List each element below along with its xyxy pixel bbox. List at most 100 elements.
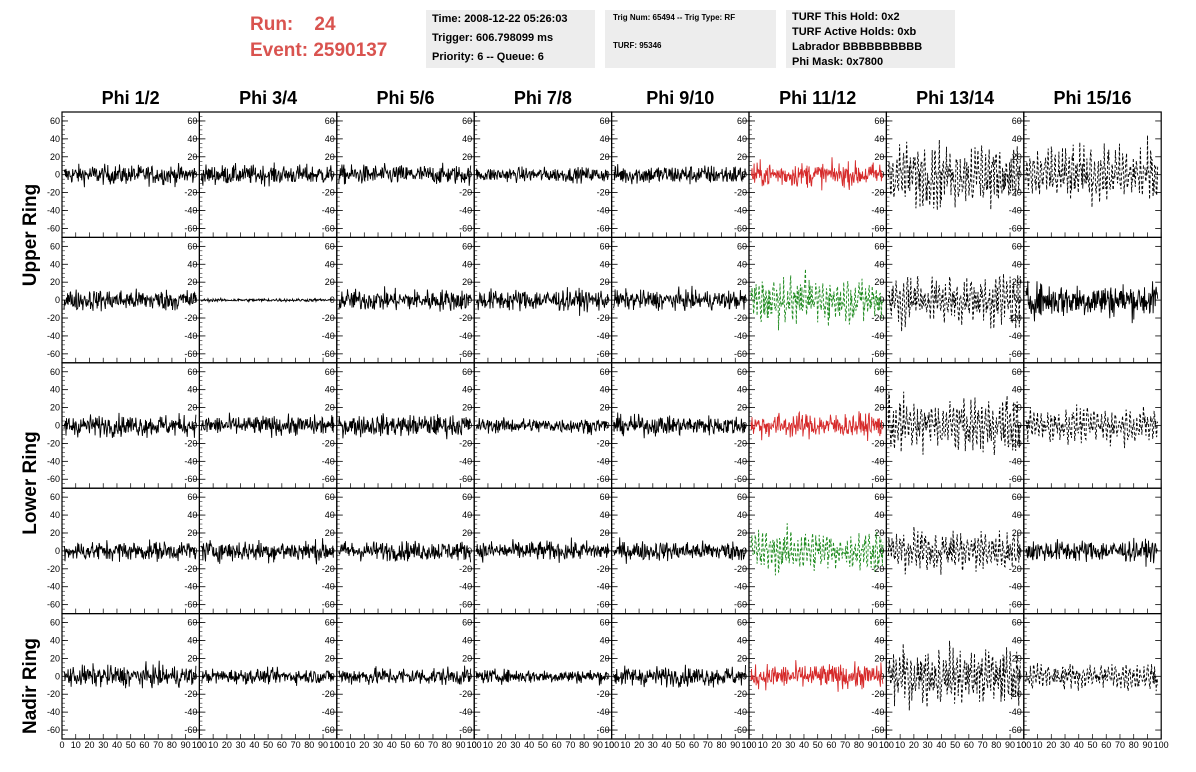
x-tick-label: 0 xyxy=(59,740,64,750)
x-tick-label: 30 xyxy=(1060,740,1070,750)
x-tick-label: 50 xyxy=(538,740,548,750)
waveform-trace xyxy=(201,666,334,686)
y-tick-label: 40 xyxy=(325,134,335,144)
y-tick-label: -40 xyxy=(871,456,884,466)
x-tick-label: 10 xyxy=(620,740,630,750)
waveform-trace xyxy=(750,660,884,692)
y-tick-label: -20 xyxy=(459,689,472,699)
y-tick-label: 0 xyxy=(742,546,747,556)
waveform-trace xyxy=(750,523,884,576)
y-tick-label: 40 xyxy=(874,259,884,269)
waveform-trace xyxy=(1025,280,1159,324)
trigger-text: Trigger: 606.798099 ms xyxy=(432,32,554,44)
column-header: Phi 7/8 xyxy=(514,88,572,108)
y-tick-label: 60 xyxy=(600,367,610,377)
y-tick-label: 60 xyxy=(874,116,884,126)
y-tick-label: -20 xyxy=(322,564,335,574)
x-tick-label: 100 xyxy=(467,740,482,750)
y-tick-label: 20 xyxy=(462,403,472,413)
x-tick-label: 70 xyxy=(153,740,163,750)
y-tick-label: -60 xyxy=(459,223,472,233)
waveform-trace xyxy=(200,538,334,565)
y-tick-label: 20 xyxy=(600,653,610,663)
waveform-trace xyxy=(1025,135,1159,208)
x-tick-label: 40 xyxy=(112,740,122,750)
y-tick-label: 0 xyxy=(55,295,60,305)
y-tick-label: 20 xyxy=(874,528,884,538)
y-tick-label: 0 xyxy=(330,170,335,180)
y-tick-label: -20 xyxy=(459,564,472,574)
y-tick-label: 20 xyxy=(874,152,884,162)
y-tick-label: 40 xyxy=(600,259,610,269)
y-tick-label: -40 xyxy=(322,707,335,717)
y-tick-label: 0 xyxy=(467,671,472,681)
y-tick-label: -20 xyxy=(459,438,472,448)
y-tick-label: 20 xyxy=(50,403,60,413)
y-tick-label: 20 xyxy=(325,403,335,413)
y-tick-label: 0 xyxy=(1017,295,1022,305)
y-tick-label: 20 xyxy=(462,653,472,663)
y-tick-label: -20 xyxy=(1009,564,1022,574)
y-tick-label: -20 xyxy=(734,689,747,699)
x-tick-label: 70 xyxy=(1115,740,1125,750)
y-tick-label: 60 xyxy=(462,241,472,251)
x-tick-label: 40 xyxy=(524,740,534,750)
labrador-text: Labrador BBBBBBBBBB xyxy=(792,41,923,53)
y-tick-label: -60 xyxy=(184,725,197,735)
waveform-trace xyxy=(338,286,472,312)
y-tick-label: 20 xyxy=(874,653,884,663)
waveform-trace xyxy=(887,273,1021,332)
y-tick-label: -60 xyxy=(322,725,335,735)
x-tick-label: 100 xyxy=(329,740,344,750)
waveform-trace xyxy=(475,417,609,436)
y-tick-label: -40 xyxy=(459,582,472,592)
y-tick-label: -20 xyxy=(47,438,60,448)
y-tick-label: 0 xyxy=(55,170,60,180)
waveform-trace xyxy=(63,660,197,689)
x-tick-label: 0 xyxy=(472,740,477,750)
y-tick-label: -40 xyxy=(597,456,610,466)
y-tick-label: -40 xyxy=(1009,331,1022,341)
x-tick-label: 70 xyxy=(291,740,301,750)
waveform-trace xyxy=(887,139,1021,211)
waveform-trace xyxy=(338,162,472,186)
x-tick-label: 60 xyxy=(964,740,974,750)
y-tick-label: 40 xyxy=(737,635,747,645)
y-tick-label: -60 xyxy=(597,349,610,359)
x-tick-label: 0 xyxy=(609,740,614,750)
y-tick-label: -20 xyxy=(597,689,610,699)
y-tick-label: -40 xyxy=(459,707,472,717)
y-tick-label: 40 xyxy=(600,385,610,395)
waveform-trace xyxy=(338,665,472,685)
y-tick-label: -60 xyxy=(1009,600,1022,610)
y-tick-label: 40 xyxy=(874,134,884,144)
y-tick-label: -60 xyxy=(1009,474,1022,484)
y-tick-label: -20 xyxy=(597,188,610,198)
x-tick-label: 60 xyxy=(139,740,149,750)
phi-mask-text: Phi Mask: 0x7800 xyxy=(792,56,884,68)
x-tick-label: 80 xyxy=(854,740,864,750)
y-tick-label: -20 xyxy=(459,313,472,323)
y-tick-label: -60 xyxy=(184,600,197,610)
x-tick-label: 80 xyxy=(304,740,314,750)
y-tick-label: -40 xyxy=(184,456,197,466)
y-tick-label: 60 xyxy=(874,367,884,377)
y-tick-label: -40 xyxy=(322,206,335,216)
y-tick-label: -60 xyxy=(871,600,884,610)
y-tick-label: 0 xyxy=(467,546,472,556)
waveform-trace xyxy=(63,288,197,312)
run-event-box: Run: 24 Event: 2590137 xyxy=(250,12,387,64)
y-tick-label: 20 xyxy=(737,152,747,162)
x-tick-label: 70 xyxy=(978,740,988,750)
y-tick-label: -20 xyxy=(184,564,197,574)
y-tick-label: 20 xyxy=(874,277,884,287)
y-tick-label: 60 xyxy=(874,618,884,628)
y-tick-label: 60 xyxy=(737,241,747,251)
y-tick-label: -40 xyxy=(459,206,472,216)
y-tick-label: -20 xyxy=(734,188,747,198)
y-tick-label: 60 xyxy=(1012,618,1022,628)
panel-frame xyxy=(885,487,1025,615)
x-tick-label: 60 xyxy=(826,740,836,750)
y-tick-label: -40 xyxy=(597,707,610,717)
waveform-trace xyxy=(200,162,334,187)
